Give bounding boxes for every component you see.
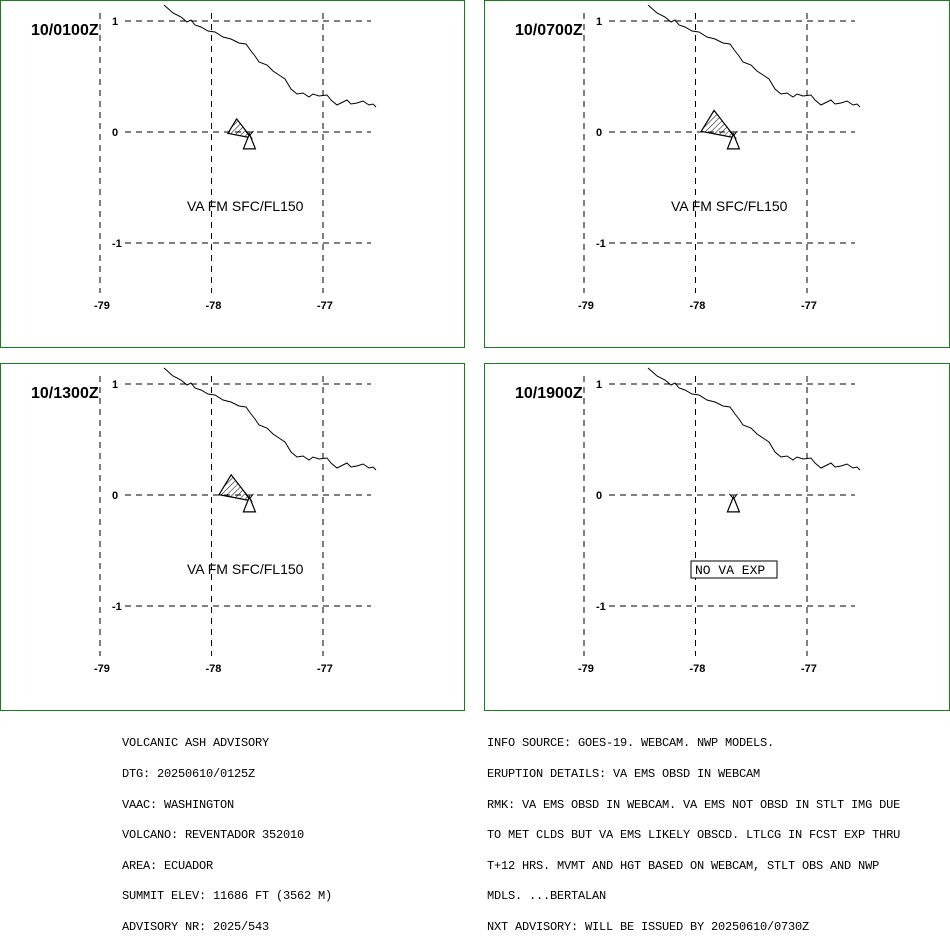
remarks-line: T+12 HRS. MVMT AND HGT BASED ON WEBCAM, … [487,858,880,873]
longitude-label: -77 [317,663,333,675]
coastline [163,367,377,471]
forecast-panel-0700z: -79 -78 -77 1 0 -1 10/0700Z VA FM SFC/FL150 [484,0,950,348]
latitude-label: 1 [112,16,118,28]
longitude-label: -79 [578,300,594,312]
ash-cloud-polygon [700,109,737,139]
advisory-line: ADVISORY NR: 2025/543 [122,919,270,934]
latitude-label: 1 [596,16,602,28]
ash-cloud-polygon [226,117,253,139]
remarks-line: TO MET CLDS BUT VA EMS LIKELY OBSCD. LTL… [487,828,901,843]
latitude-label: -1 [112,601,122,613]
advisory-line: AREA: ECUADOR [122,858,214,873]
valid-time-label: 10/1900Z [515,385,583,402]
latitude-label: -1 [112,238,122,250]
volcano-icon [726,495,741,513]
advisory-line: VAAC: WASHINGTON [122,797,235,812]
valid-time-label: 10/1300Z [31,385,99,402]
latitude-label: -1 [596,238,606,250]
longitude-label: -78 [690,300,706,312]
latitude-label: 0 [112,490,118,502]
longitude-label: -78 [206,663,222,675]
coastline [647,4,861,108]
remarks-line: INFO SOURCE: GOES-19. WEBCAM. NWP MODELS… [487,736,775,751]
longitude-label: -77 [317,300,333,312]
latitude-label: 0 [596,127,602,139]
latitude-label: 1 [112,379,118,391]
forecast-panel-1900z: -79 -78 -77 1 0 -1 10/1900Z NO VA EXP [484,363,950,711]
advisory-line: DTG: 20250610/0125Z [122,767,256,781]
map-canvas: -79 -78 -77 1 0 -1 10/1900Z NO VA EXP [515,367,861,675]
longitude-label: -77 [801,663,817,675]
longitude-label: -78 [206,300,222,312]
map-canvas: -79 -78 -77 1 0 -1 10/0700Z VA FM SFC/FL150 [515,4,861,312]
remarks-line: ERUPTION DETAILS: VA EMS OBSD IN WEBCAM [487,767,761,781]
advisory-line: VOLCANO: REVENTADOR 352010 [122,828,305,843]
ash-layer-label: VA FM SFC/FL150 [187,198,304,214]
eruption-mark-icon [729,493,738,500]
volcano-icon [242,132,257,150]
forecast-panel-1300z: -79 -78 -77 1 0 -1 10/1300Z VA FM SFC/FL150 [0,363,465,711]
latitude-label: 1 [596,379,602,391]
coastline [163,4,377,108]
eruption-mark-icon [245,130,254,137]
volcano-icon [726,132,741,150]
latitude-label: 0 [596,490,602,502]
volcano-icon [242,495,257,513]
advisory-line: VOLCANIC ASH ADVISORY [122,736,270,751]
advisory-header-text: VOLCANIC ASH ADVISORY DTG: 20250610/0125… [122,718,332,942]
longitude-label: -79 [94,300,110,312]
valid-time-label: 10/0700Z [515,22,583,39]
ash-layer-label: VA FM SFC/FL150 [187,561,304,577]
map-canvas: -79 -78 -77 1 0 -1 10/1300Z VA FM SFC/FL150 [31,367,377,675]
no-ash-label: NO VA EXP [695,563,765,578]
longitude-label: -77 [801,300,817,312]
map-canvas: -79 -78 -77 1 0 -1 10/0100Z VA FM SFC/FL150 [31,4,377,312]
ash-cloud-polygon [218,473,253,502]
forecast-panel-0100z: -79 -78 -77 1 0 -1 10/0100Z VA FM SFC/FL150 [0,0,465,348]
longitude-label: -79 [94,663,110,675]
remarks-line: RMK: VA EMS OBSD IN WEBCAM. VA EMS NOT O… [487,797,901,812]
advisory-line: SUMMIT ELEV: 11686 FT (3562 M) [122,889,333,904]
latitude-label: -1 [596,601,606,613]
ash-layer-label: VA FM SFC/FL150 [671,198,788,214]
coastline [647,367,861,471]
advisory-remarks-text: INFO SOURCE: GOES-19. WEBCAM. NWP MODELS… [487,718,900,942]
longitude-label: -78 [690,663,706,675]
valid-time-label: 10/0100Z [31,22,99,39]
no-ash-box [690,560,778,579]
eruption-mark-icon [729,130,738,137]
latitude-label: 0 [112,127,118,139]
eruption-mark-icon [245,493,254,500]
remarks-line: NXT ADVISORY: WILL BE ISSUED BY 20250610… [487,919,810,934]
longitude-label: -79 [578,663,594,675]
remarks-line: MDLS. ...BERTALAN [487,889,607,904]
